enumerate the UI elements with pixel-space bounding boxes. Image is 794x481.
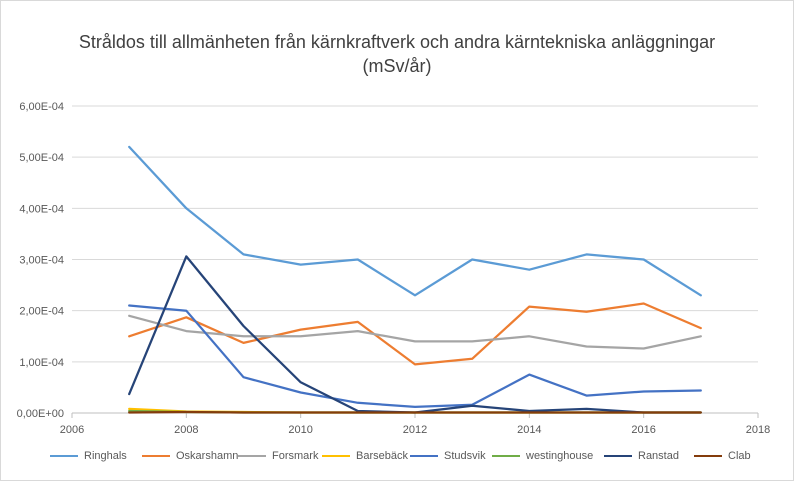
legend-item: Ranstad: [604, 447, 679, 465]
x-tick-label: 2014: [517, 424, 541, 436]
legend-item: Ringhals: [50, 447, 127, 465]
legend-label: Ringhals: [84, 450, 127, 462]
axes: [71, 412, 759, 418]
x-tick-label: 2008: [174, 424, 198, 436]
x-tick-label: 2016: [631, 424, 655, 436]
chart-title-block: Stråldos till allmänheten från kärnkraft…: [0, 30, 794, 78]
legend: Ringhals Oskarshamn Forsmark Barsebäck Studs…: [0, 447, 794, 465]
legend-label: Studsvik: [444, 450, 486, 462]
legend-label: Forsmark: [272, 450, 319, 462]
y-tick-label: 0,00E+00: [17, 408, 64, 420]
legend-label: Clab: [728, 450, 751, 462]
grid-lines: [72, 105, 758, 363]
x-tick-label: 2006: [60, 424, 84, 436]
legend-swatch: [322, 455, 350, 457]
x-tick-labels: 2006 2008 2010 2012 2014 2016 2018: [60, 424, 770, 436]
legend-label: Oskarshamn: [176, 450, 239, 462]
y-tick-label: 6,00E-04: [19, 101, 64, 113]
y-tick-label: 5,00E-04: [19, 152, 64, 164]
legend-swatch: [410, 455, 438, 457]
series-line-ringhals: [128, 145, 702, 297]
legend-swatch: [694, 455, 722, 457]
legend-swatch: [142, 455, 170, 457]
legend-label: Barsebäck: [356, 450, 408, 462]
series-line-forsmark: [128, 314, 702, 350]
y-tick-labels: 0,00E+00 1,00E-04 2,00E-04 3,00E-04 4,00E-04…: [17, 101, 64, 420]
legend-item: Studsvik: [410, 447, 486, 465]
x-tick-label: 2010: [288, 424, 312, 436]
series-lines: [128, 145, 702, 414]
series-line-studsvik: [128, 304, 702, 409]
x-tick-label: 2018: [746, 424, 770, 436]
legend-item: Barsebäck: [322, 447, 408, 465]
x-tick-label: 2012: [403, 424, 427, 436]
legend-item: westinghouse: [492, 447, 593, 465]
legend-swatch: [238, 455, 266, 457]
legend-label: westinghouse: [526, 450, 594, 462]
chart-title: Stråldos till allmänheten från kärnkraft…: [78, 32, 716, 52]
legend-label: Ranstad: [638, 450, 679, 462]
y-tick-label: 3,00E-04: [19, 255, 64, 267]
legend-swatch: [604, 455, 632, 457]
legend-swatch: [50, 455, 78, 457]
chart-subtitle: (mSv/år): [362, 56, 432, 76]
legend-swatch: [492, 455, 520, 457]
legend-item: Forsmark: [238, 447, 318, 465]
legend-item: Oskarshamn: [142, 447, 238, 465]
y-tick-label: 2,00E-04: [19, 306, 64, 318]
legend-item: Clab: [694, 447, 751, 465]
series-line-clab: [128, 410, 702, 414]
y-tick-label: 4,00E-04: [19, 203, 64, 215]
y-tick-label: 1,00E-04: [19, 357, 64, 369]
